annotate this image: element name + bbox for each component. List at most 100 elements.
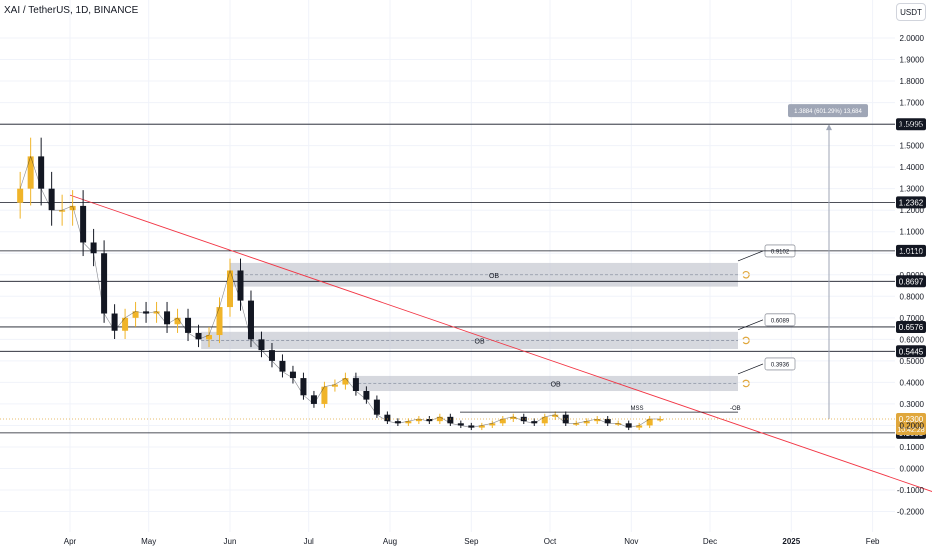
refresh-icon[interactable] (742, 379, 750, 388)
candle-body (27, 156, 34, 189)
y-tick-label: 2.0000 (900, 34, 925, 43)
y-tick-label: 1.3000 (900, 185, 925, 194)
order-blocks: OB 0.9102 OB 0.6089 OB 0.3936 (201, 244, 796, 392)
candle-body (206, 335, 213, 340)
close-path (502, 416, 514, 420)
close-path (376, 414, 388, 422)
level-price-badge (896, 345, 926, 358)
candle-body (478, 425, 485, 428)
candle-body (394, 421, 401, 424)
mss-tag: -OB (730, 406, 741, 412)
candle-body (489, 423, 496, 426)
close-path (597, 418, 608, 424)
close-path (135, 311, 147, 314)
candle-body (216, 307, 223, 336)
candle-body (310, 395, 317, 404)
y-tick-label: -0.1000 (897, 486, 925, 495)
candle-body (373, 399, 380, 415)
level-price-label: 0.6576 (899, 323, 924, 332)
close-path (313, 386, 325, 405)
x-tick-label: Aug (383, 537, 397, 546)
horizontal-levels: 1.59951.23621.01100.86970.65760.54450.16… (0, 118, 926, 439)
order-block (230, 262, 738, 287)
close-path (114, 317, 126, 331)
candle-body (447, 416, 454, 424)
order-block-label: OB (551, 381, 561, 388)
candle-body (615, 423, 622, 425)
close-path (492, 418, 503, 424)
close-path (303, 395, 315, 405)
close-path (618, 423, 629, 428)
y-tick-label: 0.8000 (900, 292, 925, 301)
level-price-label: 0.5445 (899, 347, 924, 356)
refresh-icon[interactable] (742, 336, 750, 345)
y-tick-label: 0.5000 (900, 357, 925, 366)
time-axis[interactable]: Apr May Jun Jul Aug Sep Oct Nov Dec 2025 Feb (64, 537, 880, 546)
candle-body (468, 425, 475, 428)
close-path (544, 414, 556, 418)
x-tick-label: Jun (224, 537, 237, 546)
x-tick-label: May (141, 537, 156, 546)
close-path (166, 317, 178, 325)
candle-body (604, 418, 611, 424)
candle-body (541, 416, 548, 424)
y-tick-label: 1.0000 (900, 249, 925, 258)
candle-body (48, 188, 55, 211)
callout-connector (737, 319, 764, 331)
close-path (72, 205, 84, 243)
y-tick-label: 0.1000 (900, 443, 925, 452)
close-path (429, 416, 440, 422)
x-tick-label: Feb (866, 537, 880, 546)
candle-body (457, 423, 464, 426)
candle-body (153, 311, 160, 314)
candle-body (352, 378, 359, 392)
candle-body (520, 416, 527, 422)
candle-body (80, 205, 87, 243)
candle-body (69, 205, 76, 211)
close-path (366, 399, 378, 415)
close-path (250, 339, 262, 351)
candle-body (185, 317, 192, 333)
candle-body (573, 423, 580, 425)
candle-body (657, 418, 664, 421)
candle-body (510, 416, 517, 419)
close-path (387, 420, 398, 424)
refresh-icon[interactable] (742, 270, 750, 279)
level-price-badge (896, 320, 926, 333)
close-path (187, 332, 199, 340)
trendline-group (69, 194, 932, 495)
close-path (628, 425, 640, 428)
candle-body (552, 414, 559, 417)
currency-button[interactable]: USDT (896, 3, 926, 21)
candle-body (415, 418, 422, 422)
close-path (355, 390, 367, 400)
close-path (229, 270, 241, 301)
trendline[interactable] (69, 194, 932, 495)
callout-connector (737, 250, 764, 262)
x-tick-label: Jul (304, 537, 314, 546)
close-path (177, 317, 189, 334)
candle-body (258, 339, 265, 351)
close-path (19, 156, 31, 189)
candle-body (101, 253, 108, 314)
candle-body (122, 317, 129, 331)
candle-body (227, 270, 233, 308)
x-tick-label: Apr (64, 537, 77, 546)
countdown-label: 10:42:28 (897, 427, 924, 434)
y-tick-label: 1.6000 (900, 120, 925, 129)
candle-body (174, 317, 181, 325)
projection-label: 1.3884 (601.29%) 13,684 (794, 109, 862, 115)
close-path (397, 420, 409, 424)
close-path (30, 156, 42, 189)
close-path (534, 416, 545, 424)
projection-badge (788, 104, 868, 118)
current-price-label: 0.2300 (899, 415, 924, 424)
close-path (513, 416, 524, 422)
x-tick-label: Sep (464, 537, 479, 546)
price-axis[interactable]: 2.0000 1.9000 1.8000 1.7000 1.6000 1.5000 1.40… (897, 34, 925, 517)
y-tick-label: 0.6000 (900, 335, 925, 344)
candle-body (195, 332, 202, 340)
candle-body (59, 210, 66, 212)
